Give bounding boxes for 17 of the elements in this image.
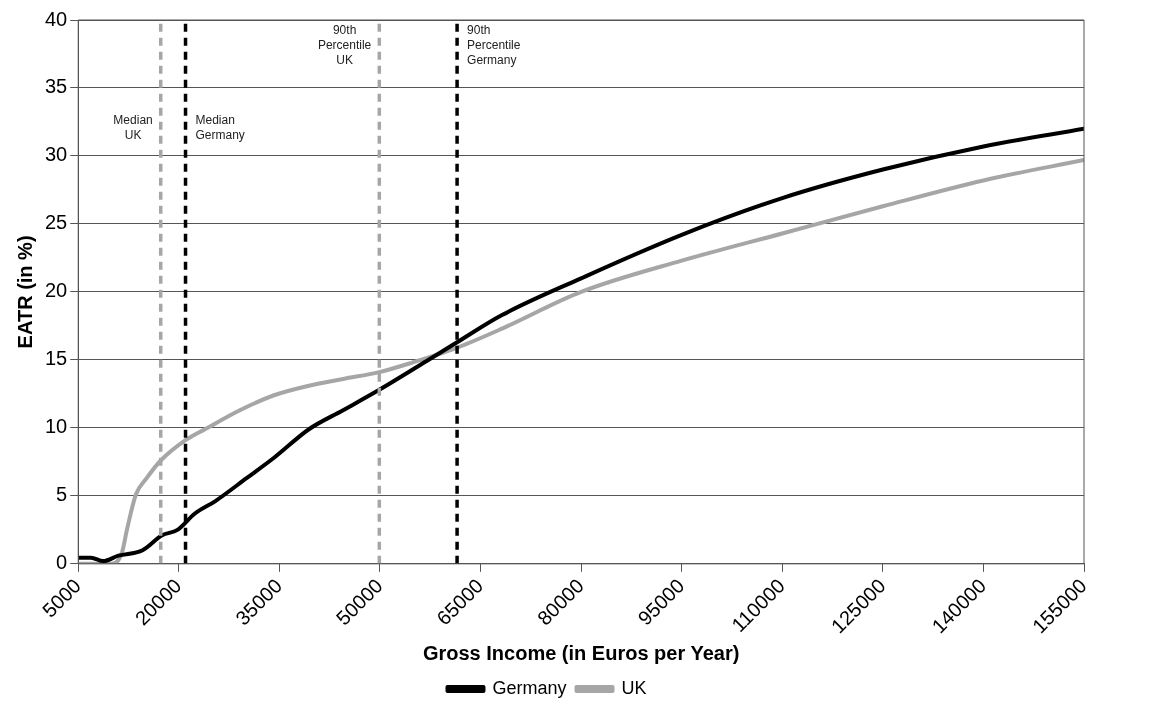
legend-label: UK xyxy=(621,677,647,698)
y-tick-label: 40 xyxy=(45,7,68,30)
ref-line-label: Median Germany xyxy=(195,113,245,143)
ref-line-label: 90th Percentile UK xyxy=(317,23,372,68)
y-tick-label: 20 xyxy=(45,279,68,302)
ref-line-label: 90th Percentile Germany xyxy=(467,23,521,68)
y-tick-label: 0 xyxy=(56,551,68,574)
y-tick-label: 5 xyxy=(56,483,68,506)
y-tick-label: 35 xyxy=(45,75,68,98)
legend-label: Germany xyxy=(492,677,567,698)
x-axis-title: Gross Income (in Euros per Year) xyxy=(422,641,740,664)
y-tick-label: 25 xyxy=(45,211,68,234)
y-tick-label: 15 xyxy=(45,347,68,370)
y-tick-label: 30 xyxy=(45,143,68,166)
ref-line-label: Median UK xyxy=(113,113,153,143)
y-axis-title: EATR (in %) xyxy=(13,235,36,349)
y-tick-label: 10 xyxy=(45,415,68,438)
